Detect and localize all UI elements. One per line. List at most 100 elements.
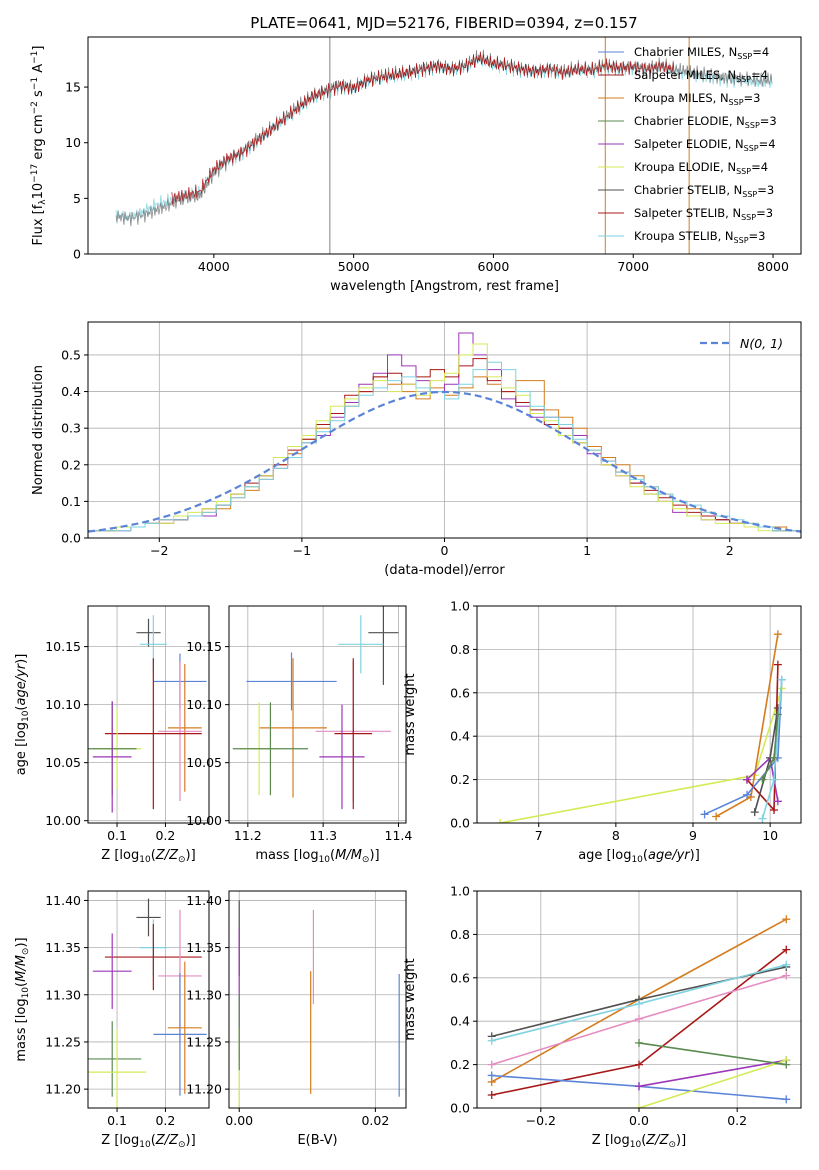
weight-vs-Z-marker-8-1 [782, 1060, 791, 1069]
spectrum-ytick-label-1: 5 [73, 191, 81, 206]
residuals-xtick-label-1: −1 [293, 543, 311, 558]
mass-vs-Z-point-6 [167, 961, 202, 1094]
mass-vs-EBV-frame [228, 890, 407, 1109]
age-vs-mass-point-1 [338, 615, 384, 674]
weight-vs-age-xtick-label-2: 9 [689, 828, 697, 843]
weight-vs-Z-ytick-label-0: 0.0 [450, 1101, 470, 1116]
weight-vs-Z-marker-8-0 [635, 1038, 643, 1047]
mass-vs-Z-point-5 [153, 973, 207, 1096]
age-vs-mass-point-2 [246, 652, 337, 711]
mass-vs-Z-xtick-label-0: 0.1 [107, 1113, 127, 1128]
weight-vs-Z-ytick-label-2: 0.4 [450, 1014, 470, 1029]
weight-vs-age-xlabel: age [log10(age/yr)] [578, 848, 700, 865]
mass-vs-EBV-panel: 0.00 0.02 11.20 11.25 11.30 11.35 11.40 E(B-V) [186, 890, 407, 1148]
mass-vs-Z-panel: 0.1 0.2 11.20 11.25 11.30 11.35 11.40 Z [log10(… [14, 890, 210, 1150]
residuals-ytick-label-2: 0.2 [61, 457, 81, 472]
weight-vs-Z-marker-1-2 [782, 945, 791, 954]
age-vs-Z-point-0 [136, 618, 161, 647]
spectrum-legend-label-7: Salpeter STELIB, NSSP=3 [634, 206, 773, 222]
age-vs-Z-ylabel: age [log10(age/yr)] [14, 654, 31, 776]
spectrum-panel: Chabrier MILES, NSSP=4 Salpeter MILES, NS… [30, 36, 802, 294]
age-vs-mass-ytick-label-1: 10.05 [186, 755, 222, 770]
weight-vs-Z-marker-4-2 [782, 971, 791, 980]
weight-vs-Z-xtick-label-2: 0.2 [727, 1113, 747, 1128]
weight-vs-age-xtick-label-1: 8 [612, 828, 620, 843]
spectrum-legend-label-1: Salpeter MILES, NSSP=4 [634, 68, 768, 84]
weight-vs-age-marker-1-0 [712, 812, 721, 821]
age-vs-mass-panel: 11.2 11.3 11.4 10.00 10.05 10.10 10.15 mass [lo… [186, 605, 413, 865]
mass-vs-Z-ytick-label-1: 11.25 [45, 1034, 81, 1049]
spectrum-series-2 [171, 51, 675, 205]
residuals-legend-label: N(0, 1) [740, 336, 783, 351]
weight-vs-Z-marker-1-0 [487, 1090, 496, 1099]
weight-vs-age-xtick-label-0: 7 [535, 828, 543, 843]
weight-vs-Z-ytick-label-3: 0.6 [450, 970, 470, 985]
residuals-ytick-label-0: 0.0 [61, 531, 81, 546]
weight-vs-Z-xlabel: Z [log10(Z/Z⊙)] [592, 1133, 686, 1150]
weight-vs-age-marker-7-0 [758, 775, 767, 784]
weight-vs-age-marker-3-0 [700, 810, 709, 819]
age-vs-Z-xtick-label-0: 0.1 [107, 828, 127, 843]
weight-vs-Z-marker-1-1 [635, 1060, 643, 1069]
mass-vs-Z-point-0 [136, 898, 161, 937]
residuals-ylabel: Normed distribution [31, 365, 46, 495]
weight-vs-Z-marker-6-0 [635, 1082, 643, 1091]
mass-vs-Z-ytick-label-3: 11.35 [45, 940, 81, 955]
mass-vs-Z-ytick-label-4: 11.40 [45, 893, 81, 908]
age-vs-Z-ytick-label-3: 10.15 [45, 639, 81, 654]
weight-vs-Z-marker-5-0 [487, 1071, 496, 1080]
age-vs-mass-ytick-label-2: 10.10 [186, 697, 222, 712]
age-vs-Z-xlabel: Z [log10(Z/Z⊙)] [101, 848, 195, 865]
weight-vs-age-ytick-label-5: 1.0 [450, 599, 470, 614]
age-vs-mass-xlabel: mass [log10(M/M⊙)] [255, 848, 379, 865]
weight-vs-Z-series-6 [638, 1059, 787, 1088]
age-vs-Z-ytick-label-1: 10.05 [45, 755, 81, 770]
age-vs-mass-xtick-label-0: 11.2 [234, 828, 262, 843]
age-vs-Z-panel: 0.1 0.2 10.00 10.05 10.10 10.15 Z [log10(Z/Z⊙)… [14, 605, 210, 865]
mass-vs-Z-ylabel: mass [log10(M/M⊙)] [14, 937, 31, 1061]
residuals-ytick-label-1: 0.1 [61, 494, 81, 509]
weight-vs-age-ytick-label-3: 0.6 [450, 685, 470, 700]
age-vs-mass-xtick-label-2: 11.4 [385, 828, 413, 843]
spectrum-frame [87, 36, 802, 255]
residuals-normal-curve [88, 390, 801, 533]
spectrum-xtick-label-2: 6000 [478, 259, 510, 274]
weight-vs-age-ytick-label-4: 0.8 [450, 642, 470, 657]
weight-vs-Z-marker-3-0 [487, 1036, 496, 1045]
age-vs-mass-point-3 [259, 658, 327, 798]
spectrum-legend-label-3: Chabrier ELODIE, NSSP=3 [634, 114, 777, 130]
residuals-ytick-label-3: 0.3 [61, 421, 81, 436]
age-vs-mass-xtick-label-1: 11.3 [309, 828, 337, 843]
weight-vs-age-marker-7-2 [773, 710, 782, 719]
age-vs-mass-point-0 [368, 606, 399, 685]
weight-vs-Z-marker-4-0 [487, 1060, 496, 1069]
age-vs-Z-point-3 [167, 664, 202, 792]
weight-vs-Z-xtick-label-1: 0.0 [629, 1113, 649, 1128]
mass-vs-EBV-xtick-label-0: 0.00 [225, 1113, 253, 1128]
mass-vs-Z-frame [87, 890, 210, 1109]
mass-vs-Z-point-7 [88, 1021, 142, 1097]
mass-vs-Z-ytick-label-0: 11.20 [45, 1082, 81, 1097]
residuals-xtick-label-2: 0 [441, 543, 449, 558]
spectrum-legend-label-6: Chabrier STELIB, NSSP=3 [634, 183, 774, 199]
mass-vs-EBV-ytick-label-3: 11.35 [186, 940, 222, 955]
weight-vs-Z-ytick-label-5: 1.0 [450, 884, 470, 899]
spectrum-legend-label-8: Kroupa STELIB, NSSP=3 [634, 229, 765, 245]
residuals-panel: N(0, 1) −2 −1 0 1 2 0.0 0.1 0.2 0.3 0.4 0.5 (data-mo… [31, 321, 802, 578]
age-vs-mass-point-8 [319, 704, 365, 810]
spectrum-ytick-label-2: 10 [65, 135, 81, 150]
weight-vs-age-marker-6-2 [777, 675, 786, 684]
weight-vs-age-series-1 [715, 634, 779, 818]
age-vs-Z-ytick-label-2: 10.10 [45, 697, 81, 712]
mass-vs-Z-point-8 [88, 1029, 147, 1108]
weight-vs-Z-marker-3-1 [635, 999, 643, 1008]
mass-vs-Z-point-4 [92, 933, 132, 1009]
mass-vs-EBV-ytick-label-1: 11.25 [186, 1034, 222, 1049]
spectrum-legend-label-5: Kroupa ELODIE, NSSP=4 [634, 160, 768, 176]
weight-vs-Z-marker-5-2 [782, 1095, 791, 1104]
age-vs-mass-point-5 [334, 658, 373, 810]
weight-vs-age-frame [476, 605, 802, 824]
residuals-ytick-label-5: 0.5 [61, 347, 81, 362]
spectrum-legend: Chabrier MILES, NSSP=4 Salpeter MILES, NS… [598, 45, 777, 245]
age-vs-Z-point-8 [92, 701, 132, 813]
